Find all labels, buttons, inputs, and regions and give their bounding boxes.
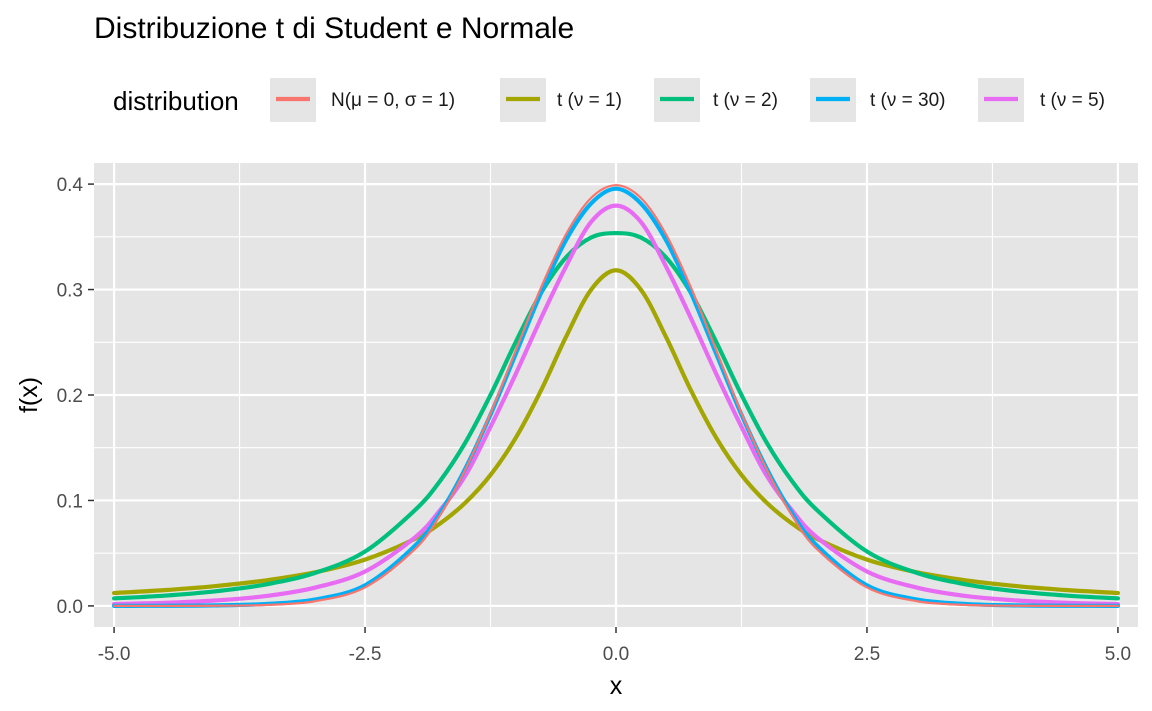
series-line-4 [111,203,1121,607]
x-axis-title: x [610,672,623,700]
legend-label: t (ν = 2) [713,90,778,111]
series-line-1 [111,268,1121,596]
x-tick-label: 2.5 [854,644,880,665]
x-tick-label: -5.0 [98,644,131,665]
y-tick-label: 0.2 [57,386,83,407]
legend-label: t (ν = 5) [1040,90,1105,111]
y-tick-label: 0.4 [57,175,84,196]
legend-label: N(μ = 0, σ = 1) [331,90,455,111]
y-tick-label: 0.1 [57,491,83,512]
y-tick-label: 0.0 [57,597,83,618]
legend-label: t (ν = 30) [870,90,946,111]
series-lines [111,184,1121,608]
legend-label: t (ν = 1) [557,90,622,111]
series-line-3 [111,186,1121,608]
x-axis: -5.0 -2.5 0.0 2.5 5.0 [98,627,1131,665]
series-line-2 [111,230,1121,601]
series-line-0 [112,184,1120,608]
y-tick-label: 0.3 [57,281,83,302]
legend-title: distribution [113,86,239,116]
legend: distribution N(μ = 0, σ = 1) t (ν = 1) t (… [113,78,1105,122]
y-axis: 0.0 0.1 0.2 0.3 0.4 [57,175,94,618]
x-tick-label: 0.0 [603,644,629,665]
y-axis-title: f(x) [15,377,43,413]
x-tick-label: -2.5 [349,644,382,665]
x-tick-label: 5.0 [1105,644,1131,665]
chart-title: Distribuzione t di Student e Normale [94,12,574,45]
